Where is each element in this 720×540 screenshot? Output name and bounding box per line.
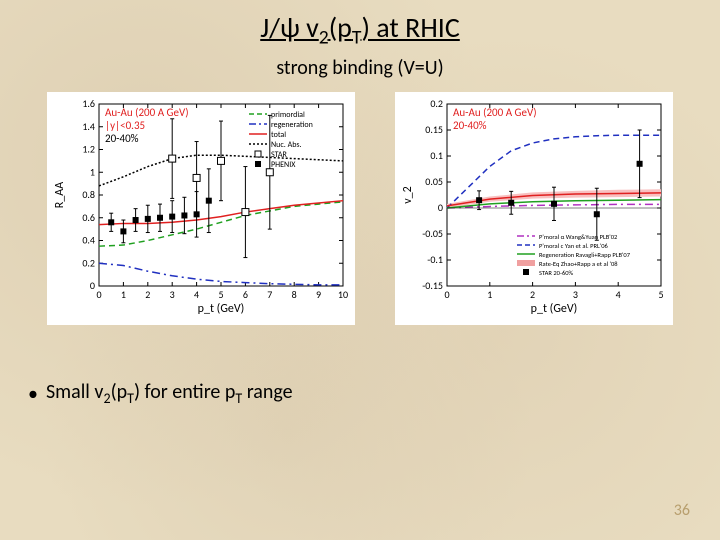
svg-text:1: 1 [121, 288, 126, 301]
subtitle: strong binding (V=U) [0, 56, 720, 80]
svg-text:0.6: 0.6 [82, 210, 95, 223]
svg-text:1: 1 [487, 288, 492, 301]
svg-text:3: 3 [170, 288, 175, 301]
svg-text:Rate-Eq Zhao+Rapp a et al '08: Rate-Eq Zhao+Rapp a et al '08 [539, 260, 618, 268]
svg-text:4: 4 [194, 288, 199, 301]
svg-text:regeneration: regeneration [271, 120, 313, 130]
bullet-text: Small v2(pT) for entire pT range [46, 380, 293, 407]
svg-text:0.15: 0.15 [425, 123, 443, 136]
svg-text:2: 2 [530, 288, 535, 301]
svg-text:3: 3 [573, 288, 578, 301]
title-sub1: 2 [319, 26, 329, 50]
svg-text:STAR 20-60%: STAR 20-60% [539, 269, 574, 277]
title-a: J/ψ v [260, 10, 319, 45]
svg-text:0.2: 0.2 [82, 256, 95, 269]
svg-text:P'moral c Yan et al. PRL'06: P'moral c Yan et al. PRL'06 [539, 242, 608, 250]
svg-text:4: 4 [616, 288, 621, 301]
svg-text:PHENIX: PHENIX [271, 160, 296, 170]
svg-text:-0.1: -0.1 [427, 253, 443, 266]
svg-text:0.8: 0.8 [82, 188, 95, 201]
svg-text:1.6: 1.6 [82, 97, 95, 110]
bullet-1: • Small v2(pT) for entire pT range [28, 380, 293, 407]
svg-text:|y|<0.35: |y|<0.35 [105, 119, 145, 132]
page-title: J/ψ v2(pT) at RHIC [0, 0, 720, 50]
svg-text:Au-Au (200 A GeV): Au-Au (200 A GeV) [105, 106, 189, 119]
svg-text:5: 5 [218, 288, 223, 301]
title-c: ) at RHIC [361, 10, 459, 45]
svg-text:0: 0 [444, 288, 449, 301]
svg-text:0.05: 0.05 [425, 175, 443, 188]
svg-text:primordial: primordial [271, 110, 305, 120]
svg-text:1: 1 [90, 165, 95, 178]
svg-text:6: 6 [243, 288, 248, 301]
svg-text:-0.05: -0.05 [422, 227, 443, 240]
svg-text:1.4: 1.4 [82, 119, 95, 132]
svg-text:20-40%: 20-40% [453, 119, 487, 132]
svg-text:0.2: 0.2 [430, 97, 443, 110]
svg-text:9: 9 [316, 288, 321, 301]
svg-text:7: 7 [267, 288, 272, 301]
svg-text:0.4: 0.4 [82, 233, 95, 246]
title-b: (p [329, 10, 352, 45]
left-chart: 0 1 2 3 4 5 6 7 8 9 10 0 0.2 0.4 0.6 0.8 1 1.2 1.4 1.6 p_t (… [47, 92, 355, 325]
svg-text:STAR: STAR [271, 150, 288, 160]
svg-text:10: 10 [338, 288, 348, 301]
svg-text:p_t (GeV): p_t (GeV) [531, 302, 578, 316]
charts-row: 01234567891000.20.40.60.811.21.41.6p_t (… [0, 92, 720, 325]
svg-text:p_t (GeV): p_t (GeV) [198, 302, 245, 316]
svg-text:8: 8 [292, 288, 297, 301]
svg-text:5: 5 [658, 288, 663, 301]
svg-text:20-40%: 20-40% [105, 132, 139, 145]
slide-number: 36 [674, 501, 690, 520]
svg-text:v_2: v_2 [401, 186, 415, 203]
svg-text:Regeneration Ravagli+Rapp PLB': Regeneration Ravagli+Rapp PLB'07 [539, 251, 631, 259]
svg-text:P'moral α Wang&Yuan PLB'02: P'moral α Wang&Yuan PLB'02 [539, 233, 618, 241]
svg-text:total: total [271, 130, 286, 140]
svg-text:0: 0 [438, 201, 443, 214]
svg-text:R_AA: R_AA [53, 181, 67, 207]
svg-text:Au-Au (200 A GeV): Au-Au (200 A GeV) [453, 106, 537, 119]
right-chart: 0 1 2 3 4 5 -0.15 -0.1 -0.05 0 0.05 0.1 0.15 0.2 p_t (… [395, 92, 673, 325]
svg-text:0.1: 0.1 [430, 149, 443, 162]
svg-text:-0.15: -0.15 [422, 279, 443, 292]
svg-text:1.2: 1.2 [82, 142, 95, 155]
svg-text:0: 0 [96, 288, 101, 301]
svg-text:Nuc. Abs.: Nuc. Abs. [271, 140, 302, 150]
svg-text:0: 0 [90, 279, 95, 292]
svg-text:2: 2 [145, 288, 150, 301]
bullet-dot: • [28, 382, 38, 406]
